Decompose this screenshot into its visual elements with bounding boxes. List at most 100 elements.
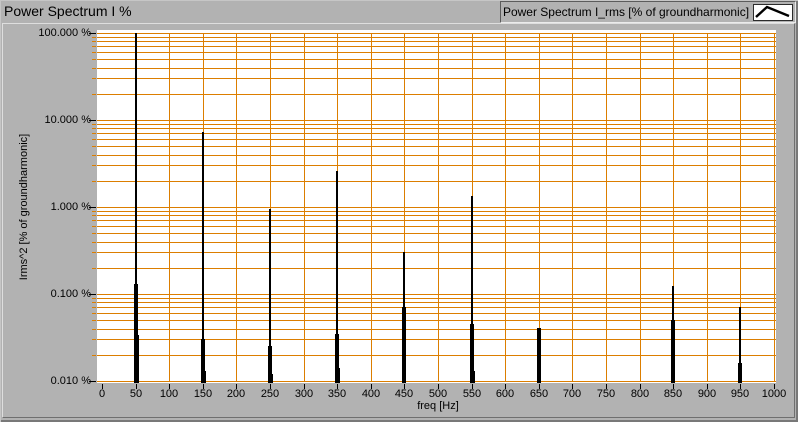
x-tick [774, 384, 775, 389]
spectrum-spike-150hz [202, 132, 204, 383]
x-tick-label: 250 [260, 388, 280, 400]
gridline-minor [97, 78, 776, 79]
gridline-major [97, 207, 776, 208]
x-tick [438, 384, 439, 389]
spectrum-spike-650hz [537, 328, 541, 383]
x-tick-label: 900 [697, 388, 717, 400]
gridline-minor [97, 124, 776, 125]
plot-area[interactable] [97, 30, 776, 383]
gridline-minor [97, 339, 776, 340]
y-minor-tick [92, 298, 96, 299]
y-minor-tick [92, 355, 96, 356]
y-minor-tick [92, 68, 96, 69]
spectrum-spike-150hz [201, 339, 205, 383]
x-tick-label: 950 [730, 388, 750, 400]
spectrum-spike-150hz [201, 371, 206, 383]
y-minor-tick [92, 320, 96, 321]
x-tick-label: 600 [495, 388, 515, 400]
gridline-minor [97, 320, 776, 321]
gridline-minor [97, 313, 776, 314]
y-minor-tick [92, 313, 96, 314]
x-tick-label: 650 [529, 388, 549, 400]
y-minor-tick [92, 252, 96, 253]
y-minor-tick [92, 46, 96, 47]
x-tick [707, 384, 708, 389]
legend-plot-label: Power Spectrum I_rms [% of groundharmoni… [502, 5, 750, 19]
x-tick [606, 384, 607, 389]
x-tick [740, 384, 741, 389]
y-minor-tick [92, 155, 96, 156]
x-axis-title: freq [Hz] [417, 400, 459, 412]
y-tick-label: 0.010 % [50, 375, 91, 387]
graph-title: Power Spectrum I % [4, 3, 132, 19]
gridline-major [97, 33, 776, 34]
x-tick-label: 800 [630, 388, 650, 400]
gridline-minor [97, 252, 776, 253]
x-tick-label: 200 [226, 388, 246, 400]
y-minor-tick [92, 268, 96, 269]
gridline-minor [97, 46, 776, 47]
gridline-minor [97, 59, 776, 60]
gridline-minor [97, 211, 776, 212]
x-tick [304, 384, 305, 389]
x-tick [472, 384, 473, 389]
y-minor-tick [92, 329, 96, 330]
y-minor-tick [92, 226, 96, 227]
y-minor-tick [92, 124, 96, 125]
y-minor-tick [92, 220, 96, 221]
spectrum-spike-50hz [134, 284, 138, 383]
x-tick-label: 1000 [761, 388, 787, 400]
gridline-major [97, 381, 776, 382]
x-tick-label: 0 [98, 388, 106, 400]
x-tick [640, 384, 641, 389]
y-minor-tick [92, 339, 96, 340]
y-minor-tick [92, 215, 96, 216]
gridline-minor [97, 146, 776, 147]
y-minor-tick [92, 37, 96, 38]
gridline-minor [97, 233, 776, 234]
gridline-minor [97, 37, 776, 38]
gridline-minor [97, 139, 776, 140]
y-minor-tick [92, 165, 96, 166]
y-tick-label: 1.000 % [50, 201, 91, 213]
x-tick-label: 500 [428, 388, 448, 400]
gridline-minor [97, 268, 776, 269]
y-minor-tick [92, 146, 96, 147]
x-tick [337, 384, 338, 389]
y-major-tick [89, 120, 96, 121]
x-tick-label: 50 [129, 388, 143, 400]
plot-legend[interactable]: Power Spectrum I_rms [% of groundharmoni… [500, 1, 796, 23]
y-minor-tick [92, 302, 96, 303]
gridline-minor [97, 307, 776, 308]
x-tick [169, 384, 170, 389]
plot-line-icon[interactable] [753, 4, 793, 21]
gridline-minor [97, 128, 776, 129]
spectrum-spike-350hz [335, 368, 340, 383]
y-minor-tick [92, 41, 96, 42]
y-minor-tick [92, 59, 96, 60]
y-major-tick [89, 294, 96, 295]
y-major-tick [89, 381, 96, 382]
y-minor-tick [92, 307, 96, 308]
y-major-tick [89, 207, 96, 208]
gridline-minor [97, 329, 776, 330]
x-tick [236, 384, 237, 389]
gridline-major [97, 294, 776, 295]
gridline-minor [97, 298, 776, 299]
gridline-minor [97, 94, 776, 95]
gridline-minor [97, 226, 776, 227]
spectrum-spike-250hz [268, 346, 272, 383]
y-minor-tick [92, 242, 96, 243]
spectrum-spike-550hz [470, 371, 475, 383]
y-minor-tick [92, 78, 96, 79]
gridline-minor [97, 133, 776, 134]
x-tick [673, 384, 674, 389]
x-tick-label: 300 [294, 388, 314, 400]
spectrum-spike-250hz [268, 374, 273, 383]
x-tick-label: 450 [394, 388, 414, 400]
gridline-minor [97, 41, 776, 42]
spectrum-spike-550hz [470, 324, 474, 383]
x-tick-label: 100 [159, 388, 179, 400]
x-tick [270, 384, 271, 389]
